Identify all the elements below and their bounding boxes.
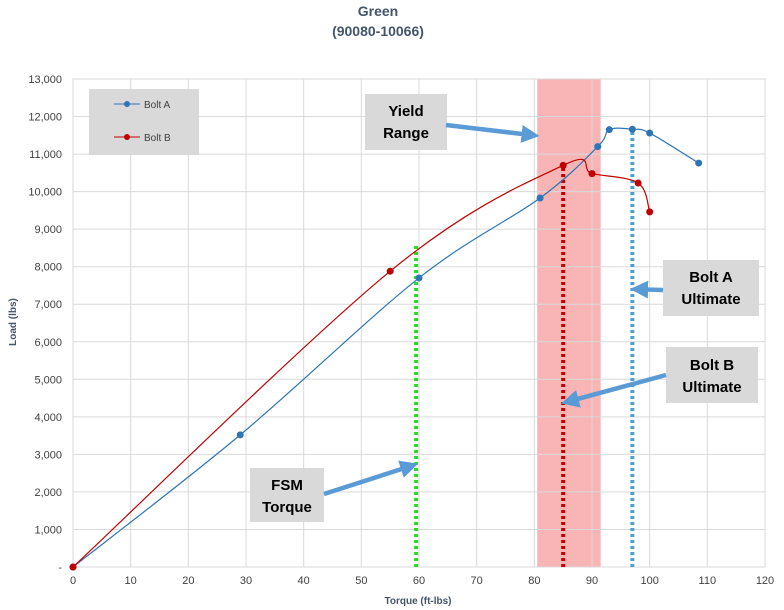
- x-tick-label: 60: [413, 575, 425, 587]
- callout-line-2: Torque: [262, 499, 312, 516]
- legend-box: [89, 89, 199, 155]
- callout-bolt-a-ultimate: Bolt A Ultimate: [663, 260, 759, 316]
- x-tick-label: 50: [355, 575, 367, 587]
- chart-title: Green: [358, 3, 398, 19]
- callout-arrow-bolt-b: [561, 372, 667, 408]
- legend-marker-bolt-a: [124, 101, 130, 107]
- y-tick-label: 1,000: [34, 524, 62, 536]
- callout-box: [365, 94, 447, 150]
- series-point-bolt-a: [415, 274, 423, 282]
- chart-subtitle: (90080-10066): [332, 23, 424, 39]
- y-tick-label: 8,000: [34, 262, 62, 274]
- x-tick-label: 120: [756, 575, 774, 587]
- y-tick-label: 3,000: [34, 449, 62, 461]
- x-tick-label: 30: [240, 575, 252, 587]
- y-tick-label: 13,000: [28, 74, 62, 86]
- y-tick-label: 6,000: [34, 337, 62, 349]
- x-tick-label: 0: [70, 575, 76, 587]
- callout-arrows: [323, 122, 667, 497]
- legend: Bolt A Bolt B: [89, 89, 199, 155]
- legend-label-bolt-a: Bolt A: [144, 100, 170, 111]
- x-tick-label: 70: [471, 575, 483, 587]
- y-axis-label: Load (lbs): [8, 298, 19, 346]
- x-axis-label: Torque (ft-lbs): [384, 596, 451, 607]
- callout-line-2: Ultimate: [682, 379, 741, 396]
- x-tick-label: 90: [586, 575, 598, 587]
- y-tick-label: 9,000: [34, 224, 62, 236]
- yield-range-band: [537, 79, 601, 567]
- callout-line-1: Yield: [388, 103, 423, 120]
- x-axis-ticks: 0 10 20 30 40 50 60 70 80 90 100 110 120: [70, 575, 774, 587]
- callout-box: [666, 347, 758, 403]
- y-tick-label: 4,000: [34, 412, 62, 424]
- series-point-bolt-b: [69, 563, 77, 571]
- legend-marker-bolt-b: [124, 134, 130, 140]
- legend-label-bolt-b: Bolt B: [144, 133, 171, 144]
- y-tick-label: 12,000: [28, 112, 62, 124]
- callout-fsm-torque: FSM Torque: [250, 468, 324, 522]
- y-tick-label: 2,000: [34, 487, 62, 499]
- callout-bolt-b-ultimate: Bolt B Ultimate: [666, 347, 758, 403]
- callout-box: [663, 260, 759, 316]
- series-point-bolt-a: [536, 194, 544, 202]
- reference-lines: [414, 129, 635, 567]
- callout-box: [250, 468, 324, 522]
- series-point-bolt-a: [628, 125, 636, 133]
- callout-line-1: Bolt B: [690, 357, 734, 374]
- y-tick-label: -: [58, 562, 62, 574]
- yield-range-rect: [537, 79, 601, 567]
- series-point-bolt-b: [386, 267, 394, 275]
- y-axis-ticks: - 1,000 2,000 3,000 4,000 5,000 6,000 7,000 8,00…: [28, 74, 62, 574]
- series-point-bolt-a: [605, 126, 613, 134]
- series-line-bolt-b: [72, 158, 651, 568]
- callout-line-2: Range: [383, 125, 429, 142]
- series-point-bolt-b: [646, 208, 654, 216]
- x-tick-label: 100: [640, 575, 658, 587]
- y-tick-label: 10,000: [28, 187, 62, 199]
- x-tick-label: 110: [699, 575, 717, 587]
- callout-line-1: Bolt A: [689, 269, 733, 286]
- callout-arrow-bolt-a: [630, 280, 664, 299]
- y-tick-label: 11,000: [29, 149, 62, 161]
- series: [69, 125, 703, 571]
- series-point-bolt-a: [695, 159, 703, 167]
- x-tick-label: 10: [125, 575, 137, 587]
- callout-line-2: Ultimate: [681, 291, 740, 308]
- callout-arrow-yield: [445, 122, 540, 143]
- x-tick-label: 40: [298, 575, 310, 587]
- x-tick-label: 20: [182, 575, 194, 587]
- series-point-bolt-b: [588, 170, 596, 178]
- x-tick-label: 80: [528, 575, 540, 587]
- series-point-bolt-b: [634, 179, 642, 187]
- series-point-bolt-b: [559, 161, 567, 169]
- y-tick-label: 7,000: [34, 299, 62, 311]
- series-point-bolt-a: [646, 129, 654, 137]
- y-tick-label: 5,000: [34, 374, 62, 386]
- series-point-bolt-a: [236, 431, 244, 439]
- callout-line-1: FSM: [271, 477, 303, 494]
- callout-arrow-fsm: [323, 460, 419, 497]
- callout-yield-range: Yield Range: [365, 94, 447, 150]
- series-point-bolt-a: [594, 143, 602, 151]
